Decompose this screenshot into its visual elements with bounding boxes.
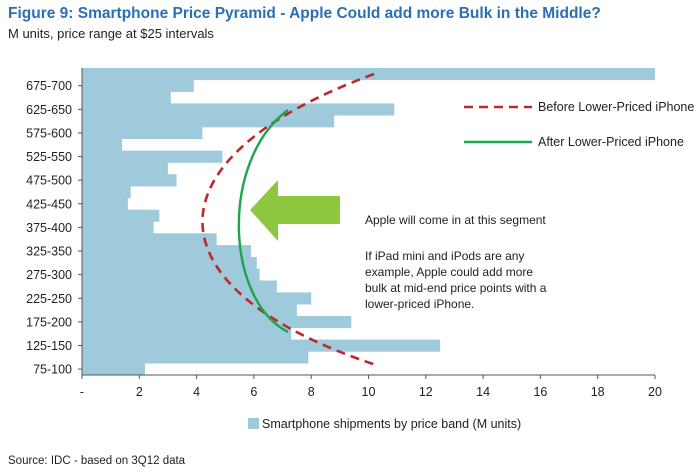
bar-250-275 bbox=[82, 280, 277, 293]
annotation-segment: Apple will come in at this segment bbox=[365, 213, 546, 227]
bar-175-200 bbox=[82, 315, 352, 329]
bars-group bbox=[82, 68, 655, 376]
annotation-line: lower-priced iPhone. bbox=[365, 297, 474, 311]
x-tick-label: 8 bbox=[308, 385, 315, 399]
bar-100-125 bbox=[82, 351, 309, 364]
bar-300-325 bbox=[82, 256, 257, 270]
annotation-line: bulk at mid-end price points with a bbox=[365, 281, 547, 295]
arrow-shape bbox=[250, 180, 340, 241]
y-tick-label: 475-500 bbox=[26, 174, 72, 188]
y-tick-label: 625-650 bbox=[26, 103, 72, 117]
bar-700+ bbox=[82, 68, 655, 81]
y-tick-label: 375-400 bbox=[26, 221, 72, 235]
y-tick-label: 225-250 bbox=[26, 292, 72, 306]
y-tick-label: 125-150 bbox=[26, 339, 72, 353]
bar-75-100 bbox=[82, 363, 146, 376]
x-tick-label: - bbox=[80, 385, 84, 399]
y-tick-label: 275-300 bbox=[26, 268, 72, 282]
x-tick-label: 16 bbox=[533, 385, 547, 399]
x-tick-label: 2 bbox=[136, 385, 143, 399]
bar-200-225 bbox=[82, 304, 297, 317]
bar-575-600 bbox=[82, 127, 203, 140]
y-tick-label: 175-200 bbox=[26, 315, 72, 329]
bar-150-175 bbox=[82, 327, 292, 340]
y-tick-label: 525-550 bbox=[26, 150, 72, 164]
bar-500-525 bbox=[82, 162, 168, 175]
bar-325-350 bbox=[82, 245, 252, 258]
bar-450-475 bbox=[82, 186, 131, 199]
bar-625-650 bbox=[82, 103, 395, 116]
x-tick-label: 10 bbox=[362, 385, 376, 399]
y-tick-label: 75-100 bbox=[33, 363, 72, 377]
x-tick-label: 12 bbox=[419, 385, 433, 399]
chart-subtitle: M units, price range at $25 intervals bbox=[8, 26, 214, 41]
bar-275-300 bbox=[82, 268, 260, 281]
x-tick-label: 6 bbox=[250, 385, 257, 399]
source-note: Source: IDC - based on 3Q12 data bbox=[8, 455, 186, 467]
after-legend-label: After Lower-Priced iPhone bbox=[538, 135, 684, 149]
y-tick-label: 675-700 bbox=[26, 79, 72, 93]
bar-350-375 bbox=[82, 233, 217, 246]
bar-650-675 bbox=[82, 91, 171, 104]
before-legend-label: Before Lower-Priced iPhone bbox=[538, 100, 694, 114]
x-tick-label: 18 bbox=[591, 385, 605, 399]
bar-675-700 bbox=[82, 79, 194, 92]
y-tick-label: 325-350 bbox=[26, 245, 72, 259]
chart-title: Figure 9: Smartphone Price Pyramid - App… bbox=[8, 5, 601, 22]
bar-525-550 bbox=[82, 150, 223, 163]
x-tick-label: 14 bbox=[476, 385, 490, 399]
x-tick-label: 20 bbox=[648, 385, 662, 399]
bar-225-250 bbox=[82, 292, 312, 305]
y-tick-label: 425-450 bbox=[26, 197, 72, 211]
y-ticks-group: 75-100 125-150 175-200 225-250 275-300 325-35… bbox=[26, 79, 82, 377]
annotation-line: If iPad mini and iPods are any bbox=[365, 249, 524, 263]
y-tick-label: 575-600 bbox=[26, 126, 72, 140]
x-tick-label: 4 bbox=[193, 385, 200, 399]
bar-375-400 bbox=[82, 221, 154, 234]
annotation-line: example, Apple could add more bbox=[365, 265, 533, 279]
bar-550-575 bbox=[82, 138, 123, 151]
x-ticks-group: - 2 4 6 8 10 12 14 16 18 20 bbox=[80, 375, 662, 399]
after-curve bbox=[237, 109, 289, 334]
bars-legend-label: Smartphone shipments by price band (M un… bbox=[262, 417, 521, 431]
bar-475-500 bbox=[82, 174, 177, 187]
before-curve bbox=[201, 72, 377, 367]
bar-125-150 bbox=[82, 339, 441, 352]
bars-legend-swatch bbox=[248, 418, 259, 429]
bar-425-450 bbox=[82, 197, 128, 210]
bar-600-625 bbox=[82, 115, 335, 128]
bar-400-425 bbox=[82, 209, 160, 222]
